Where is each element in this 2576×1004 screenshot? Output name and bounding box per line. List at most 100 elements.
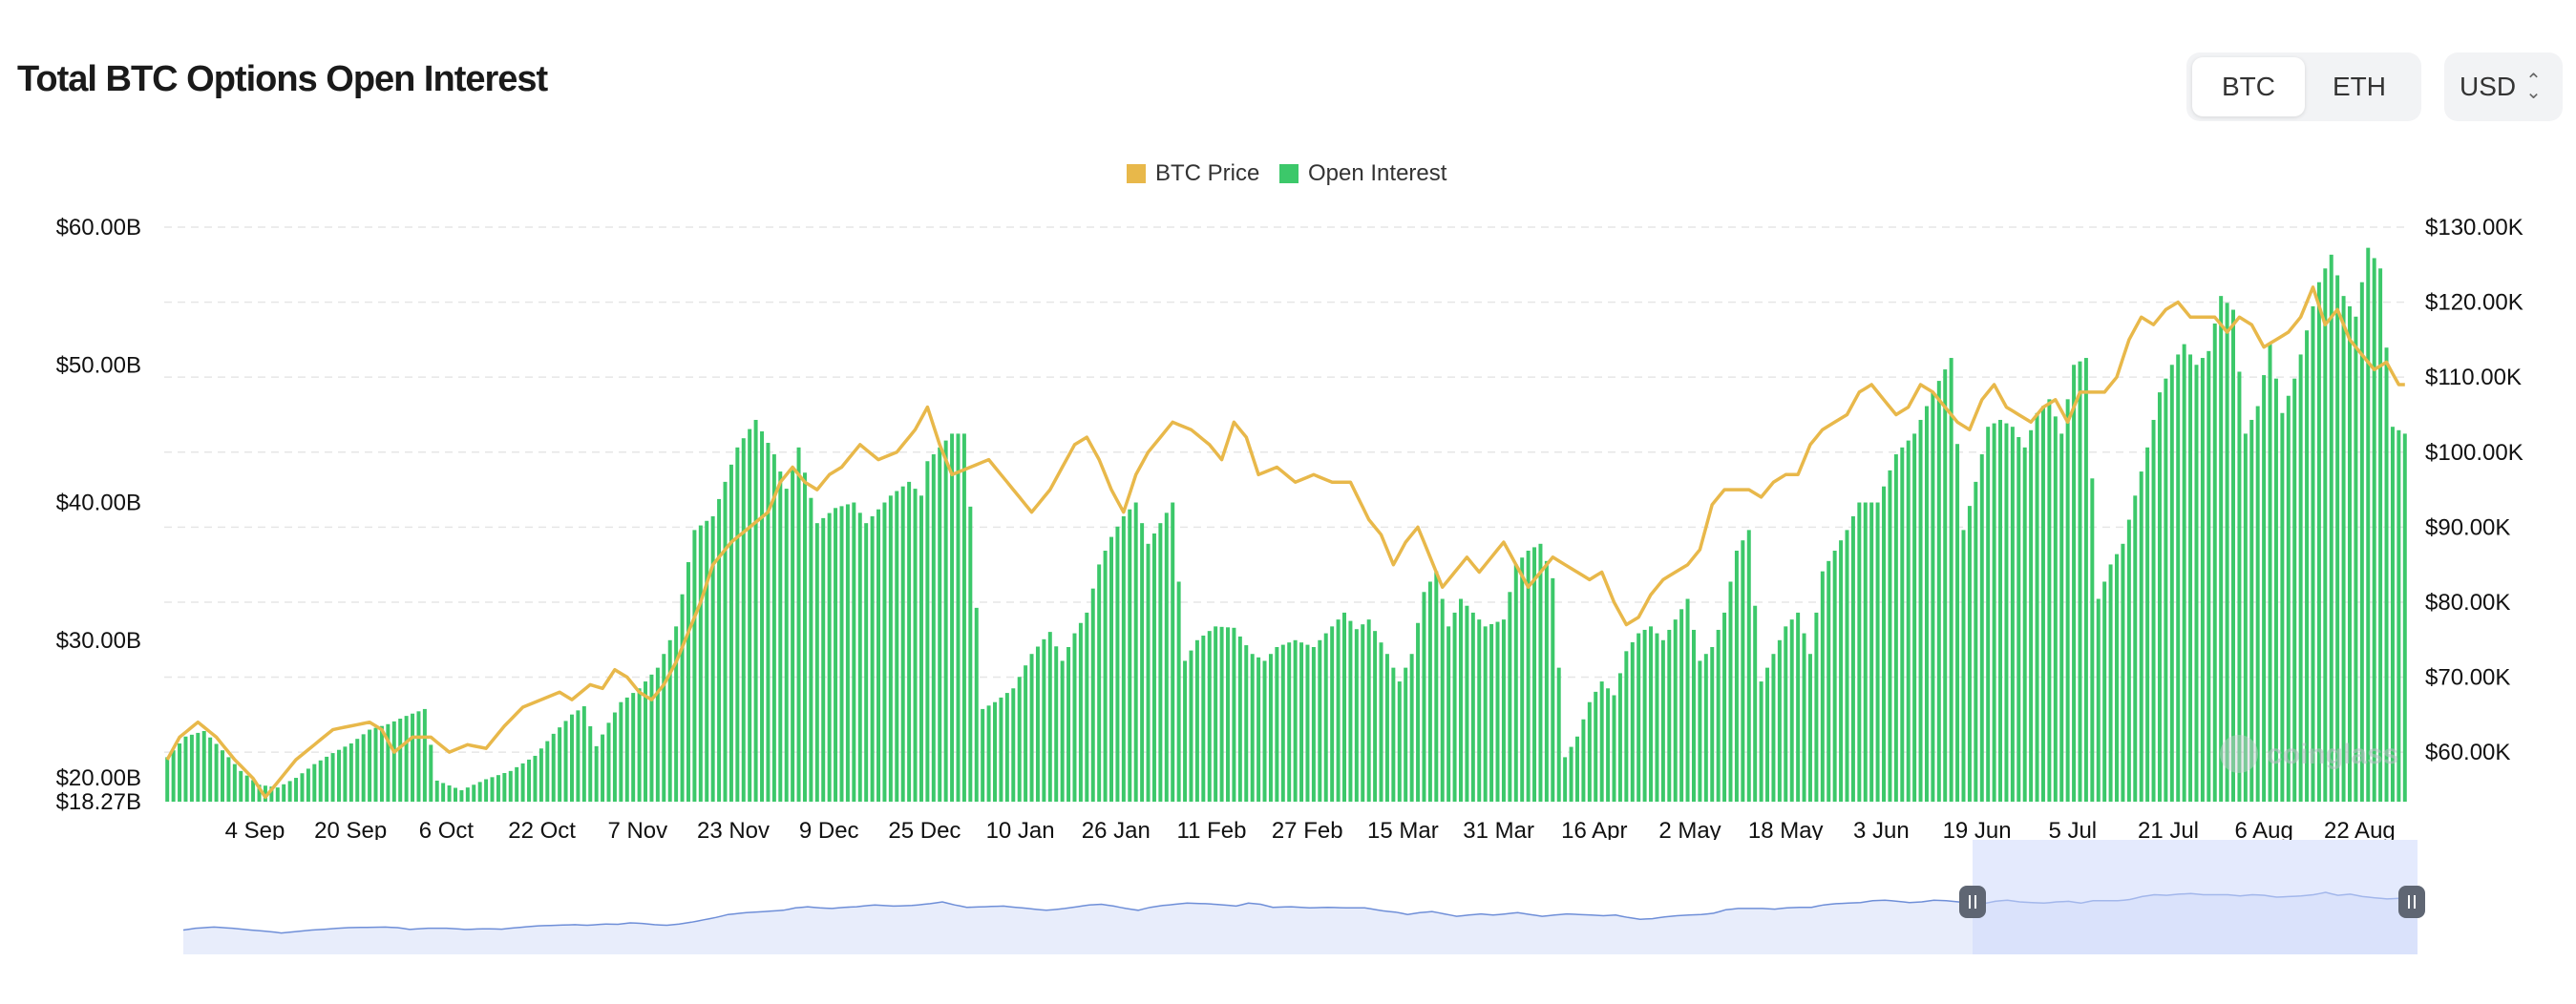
open-interest-bar: [1465, 605, 1469, 802]
open-interest-bar: [1017, 677, 1022, 802]
open-interest-bar: [551, 733, 556, 802]
open-interest-bar: [1814, 612, 1819, 802]
open-interest-bar: [576, 710, 581, 802]
open-interest-bar: [2402, 433, 2407, 802]
open-interest-bar: [1863, 502, 1868, 802]
open-interest-bar: [454, 787, 457, 802]
open-interest-bar: [183, 736, 188, 802]
open-interest-bar: [1581, 719, 1586, 802]
open-interest-bar: [502, 772, 507, 802]
open-interest-bar: [1427, 581, 1432, 802]
open-interest-bar: [2311, 305, 2315, 802]
open-interest-bar: [1924, 406, 1929, 802]
eth-toggle-button[interactable]: ETH: [2333, 72, 2386, 101]
open-interest-bar: [459, 790, 464, 802]
currency-select[interactable]: USD ⌃ ⌄: [2444, 52, 2563, 121]
open-interest-bar: [1060, 660, 1065, 802]
navigator-handle[interactable]: [2398, 886, 2425, 918]
open-interest-bar: [355, 739, 360, 802]
open-interest-bar: [2292, 378, 2297, 802]
open-interest-bar: [1311, 647, 1316, 802]
left-axis-tick-label: $60.00B: [56, 215, 141, 241]
open-interest-bar: [1397, 681, 1402, 802]
left-axis-tick-label: $50.00B: [56, 352, 141, 378]
open-interest-bar: [2194, 365, 2199, 802]
open-interest-bar: [692, 530, 697, 802]
open-interest-bar: [1176, 581, 1181, 802]
open-interest-bar: [1882, 486, 1887, 802]
open-interest-bar: [1753, 605, 1758, 802]
open-interest-bar: [1029, 654, 1034, 802]
open-interest-bar: [1201, 635, 1206, 802]
open-interest-bar: [558, 727, 562, 802]
open-interest-bar: [1979, 454, 1984, 802]
coinglass-logo-icon: [2220, 735, 2258, 773]
open-interest-bar: [1452, 612, 1457, 802]
open-interest-bar: [1128, 509, 1132, 802]
open-interest-bar: [1551, 577, 1555, 802]
x-axis-ticks: 4 Sep 20 Sep 6 Oct 22 Oct 7 Nov 23 Nov 9 Dec 25…: [225, 818, 2396, 844]
left-axis-tick-label: $40.00B: [56, 491, 141, 516]
open-interest-bar: [2384, 347, 2389, 802]
open-interest-bar: [717, 498, 722, 802]
open-interest-bar: [1287, 642, 1292, 802]
open-interest-bar: [1771, 654, 1776, 802]
open-interest-bar: [698, 525, 703, 802]
open-interest-bar: [993, 701, 997, 802]
open-interest-bar: [2078, 361, 2082, 802]
open-interest-bar: [1893, 454, 1898, 802]
open-interest-bar: [484, 779, 489, 802]
open-interest-bar: [845, 504, 850, 802]
x-axis-tick-label: 2 May: [1658, 818, 1721, 844]
open-interest-bar: [2164, 378, 2168, 802]
open-interest-bar: [2188, 354, 2193, 802]
open-interest-bar: [968, 506, 973, 802]
open-interest-bar: [1366, 619, 1371, 802]
open-interest-bar: [784, 489, 789, 802]
open-interest-bar: [226, 757, 231, 802]
open-interest-bar: [2072, 365, 2077, 802]
open-interest-bar: [1495, 621, 1500, 802]
open-interest-bars: [165, 247, 2407, 803]
open-interest-bar: [771, 454, 776, 802]
open-interest-bar: [2273, 378, 2278, 802]
navigator-handle[interactable]: [1959, 886, 1986, 918]
open-interest-bar: [1796, 612, 1801, 802]
open-interest-bar: [2176, 354, 2181, 802]
open-interest-bar: [201, 730, 206, 802]
open-interest-bar: [2329, 254, 2333, 803]
left-axis-tick-label: $20.00B: [56, 765, 141, 791]
open-interest-bar: [2243, 433, 2248, 802]
x-axis-tick-label: 16 Apr: [1561, 818, 1627, 844]
open-interest-bar: [1728, 581, 1733, 802]
x-axis-tick-label: 10 Jan: [986, 818, 1055, 844]
open-interest-bar: [1214, 626, 1218, 802]
open-interest-bar: [644, 681, 648, 802]
open-interest-bar: [2115, 554, 2119, 802]
open-interest-bar: [1936, 381, 1941, 802]
open-interest-bar: [839, 506, 844, 802]
open-interest-bar: [1569, 746, 1573, 802]
open-interest-bar: [221, 750, 224, 802]
open-interest-bar: [748, 429, 752, 802]
x-axis-tick-label: 27 Feb: [1272, 818, 1343, 844]
open-interest-bar: [300, 773, 305, 802]
open-interest-bar: [1440, 598, 1445, 802]
navigator-area: [183, 892, 2418, 954]
open-interest-bar: [728, 464, 733, 802]
open-interest-bar: [1912, 433, 1917, 802]
open-interest-bar: [1409, 654, 1414, 802]
open-interest-bar: [447, 784, 452, 802]
open-interest-bar: [386, 723, 391, 802]
open-interest-bar: [1121, 515, 1126, 802]
open-interest-bar: [1606, 688, 1611, 802]
btc-toggle-button[interactable]: BTC: [2192, 57, 2305, 116]
open-interest-bar: [2359, 282, 2364, 802]
open-interest-bar: [398, 719, 403, 802]
open-interest-bar: [1784, 626, 1788, 802]
open-interest-bar: [1446, 626, 1451, 802]
open-interest-bar: [1820, 571, 1825, 802]
open-interest-bar: [325, 756, 329, 802]
open-interest-bar: [2139, 471, 2143, 802]
